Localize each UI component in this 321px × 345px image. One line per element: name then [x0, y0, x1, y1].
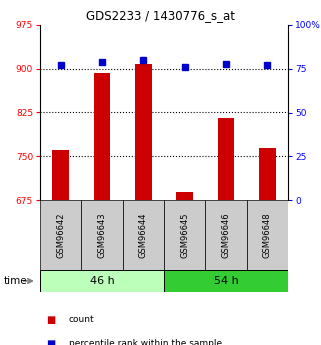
- Bar: [218, 118, 234, 200]
- Text: GSM96646: GSM96646: [221, 212, 230, 258]
- Text: ■: ■: [47, 339, 56, 345]
- Bar: [123, 200, 164, 270]
- Bar: [164, 200, 205, 270]
- Text: count: count: [69, 315, 94, 324]
- Bar: [81, 200, 123, 270]
- Bar: [40, 200, 81, 270]
- Text: percentile rank within the sample: percentile rank within the sample: [69, 339, 222, 345]
- Bar: [94, 73, 110, 200]
- Bar: [259, 148, 276, 200]
- Text: GSM96642: GSM96642: [56, 212, 65, 258]
- Text: ■: ■: [47, 315, 56, 325]
- Text: GSM96643: GSM96643: [98, 212, 107, 258]
- Text: GDS2233 / 1430776_s_at: GDS2233 / 1430776_s_at: [86, 9, 235, 22]
- Text: 46 h: 46 h: [90, 276, 114, 286]
- Bar: [205, 200, 247, 270]
- Text: 54 h: 54 h: [213, 276, 239, 286]
- Text: GSM96648: GSM96648: [263, 212, 272, 258]
- Bar: [40, 270, 164, 292]
- Bar: [247, 200, 288, 270]
- Bar: [135, 64, 152, 200]
- Bar: [164, 270, 288, 292]
- Bar: [52, 150, 69, 200]
- Text: GSM96645: GSM96645: [180, 212, 189, 258]
- Bar: [177, 193, 193, 200]
- Text: GSM96644: GSM96644: [139, 212, 148, 258]
- Text: time: time: [3, 276, 27, 286]
